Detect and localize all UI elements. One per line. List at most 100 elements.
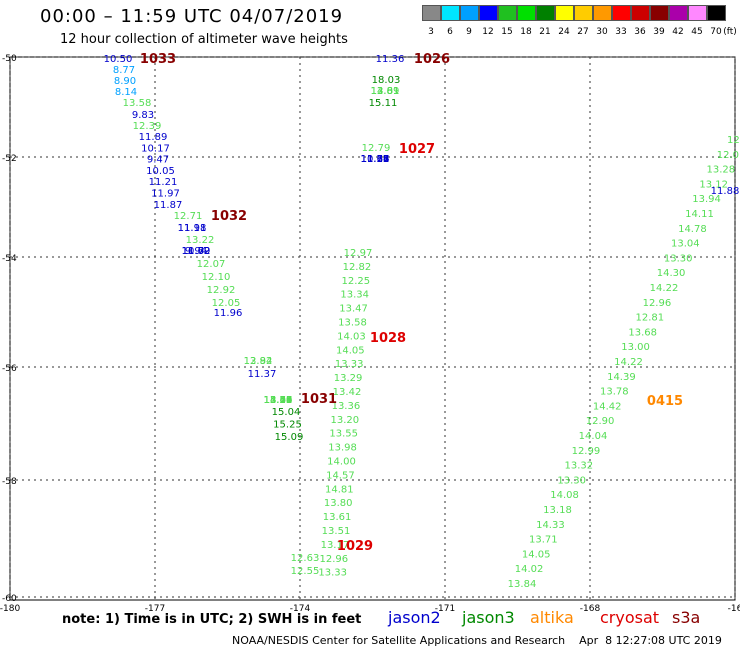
colorbar-label: 27 (577, 27, 589, 37)
swh-value: 9.83 (132, 110, 154, 121)
swh-value: 10.50 (104, 54, 133, 65)
lat-tick-label: -56 (2, 364, 17, 374)
swh-value: 10.17 (141, 143, 170, 154)
pass-time-label: 1033 (140, 52, 176, 67)
swh-value: 14.04 (579, 431, 608, 442)
lat-tick-label: -54 (2, 254, 17, 264)
swh-value: 14.57 (326, 470, 355, 481)
colorbar-swatch (536, 5, 555, 21)
colorbar-swatch (688, 5, 707, 21)
swh-value: 11.87 (154, 200, 183, 211)
legend-cryosat: cryosat (600, 608, 660, 627)
colorbar-swatch (574, 5, 593, 21)
swh-value: 13.42 (333, 387, 362, 398)
swh-value: 13.55 (329, 429, 358, 440)
swh-value: 13.80 (324, 498, 353, 509)
swh-value: 12.55 (291, 566, 320, 577)
colorbar-swatch (707, 5, 726, 21)
swh-value: 12.07 (197, 259, 226, 270)
colorbar-swatch (517, 5, 536, 21)
legend-altika: altika (530, 608, 574, 627)
swh-value: 8.14 (115, 87, 137, 98)
colorbar-label: 24 (558, 27, 570, 37)
colorbar-label: 15 (501, 27, 513, 37)
swh-value: 12.92 (207, 285, 236, 296)
colorbar-label: 6 (447, 27, 453, 37)
lon-tick-label: -171 (435, 604, 455, 614)
swh-value: 15.79 (264, 395, 293, 406)
swh-value: 13.30 (664, 253, 693, 264)
altimeter-tracks: 10.508.778.908.1413.589.8312.3911.8910.1… (104, 54, 740, 590)
swh-value: 13.71 (529, 535, 558, 546)
lon-tick-label: -16 (728, 604, 740, 614)
swh-value: 14.00 (327, 457, 356, 468)
swh-value: 11.37 (248, 369, 277, 380)
colorbar-label: 30 (596, 27, 608, 37)
lon-tick-label: -174 (290, 604, 311, 614)
latitude-labels: -50 -52 -54 -56 -58 -60 (2, 54, 17, 604)
swh-value: 13.35 (264, 395, 293, 406)
colorbar-swatch (650, 5, 669, 21)
swh-value: 10.72 (182, 246, 211, 257)
lat-tick-label: -50 (2, 54, 17, 64)
swh-value: 12.84 (244, 356, 273, 367)
swh-value: 12.05 (264, 395, 293, 406)
swh-value: 14.39 (607, 372, 636, 383)
swh-value: 10.05 (146, 166, 175, 177)
pass-time-label: 1027 (399, 142, 435, 157)
colorbar-swatch (669, 5, 688, 21)
page-title: 00:00 – 11:59 UTC 04/07/2019 (40, 6, 344, 27)
swh-value: 11.26 (361, 154, 390, 165)
swh-value: 12.81 (635, 313, 664, 324)
swh-value: 13.30 (557, 475, 586, 486)
swh-value: 14.08 (550, 490, 579, 501)
swh-value: 12.79 (362, 143, 391, 154)
swh-value: 13.58 (338, 318, 367, 329)
swh-value: 12.10 (202, 272, 231, 283)
colorbar-label: 9 (466, 27, 472, 37)
colorbar-label: 45 (691, 27, 703, 37)
colorbar-unit: (ft) (723, 27, 737, 37)
pass-time-label: 1031 (301, 392, 337, 407)
swh-value: 13.33 (335, 359, 364, 370)
swh-value: 14.03 (337, 331, 366, 342)
swh-value: 11.88 (711, 186, 740, 197)
swh-value: 14.33 (536, 520, 565, 531)
swh-value: 11.96 (214, 308, 243, 319)
swh-value: 14.57 (264, 395, 293, 406)
swh-value: 13.18 (543, 505, 572, 516)
swh-value: 14.20 (264, 395, 293, 406)
colorbar-label: 18 (520, 27, 532, 37)
swh-value: 13.20 (330, 415, 359, 426)
swh-value: 13.61 (371, 86, 400, 97)
lat-tick-label: -60 (2, 594, 17, 604)
swh-value: 13.00 (621, 342, 650, 353)
footer-credit: NOAA/NESDIS Center for Satellite Applica… (232, 634, 722, 647)
swh-value: 8.77 (113, 65, 135, 76)
swh-value: 9.94 (185, 246, 207, 257)
lon-tick-label: -180 (0, 604, 20, 614)
swh-value: 14.02 (515, 564, 544, 575)
swh-value: 8.90 (114, 76, 136, 87)
swh-value: 13.98 (328, 443, 357, 454)
pass-time-label: 1032 (211, 209, 247, 224)
swh-value: 11.37 (361, 154, 390, 165)
swh-value: 11.02 (182, 246, 211, 257)
swh-value: 14.16 (264, 395, 293, 406)
swh-value: 12.89 (371, 86, 400, 97)
swh-value: 12.96 (643, 298, 672, 309)
legend-s3a: s3a (672, 608, 701, 627)
swh-value: 13.78 (600, 387, 629, 398)
swh-value: 13.51 (264, 395, 293, 406)
colorbar-label: 33 (615, 27, 627, 37)
swh-value: 13.29 (334, 373, 363, 384)
swh-value: 14.28 (264, 395, 293, 406)
swh-value: 15.04 (272, 407, 301, 418)
swh-value: 14.11 (685, 209, 714, 220)
swh-value: 14.78 (678, 224, 707, 235)
colorbar-label: 36 (634, 27, 646, 37)
swh-value: 11.97 (151, 189, 180, 200)
swh-value: 12.0 (717, 150, 739, 161)
swh-value: 11.98 (178, 223, 207, 234)
